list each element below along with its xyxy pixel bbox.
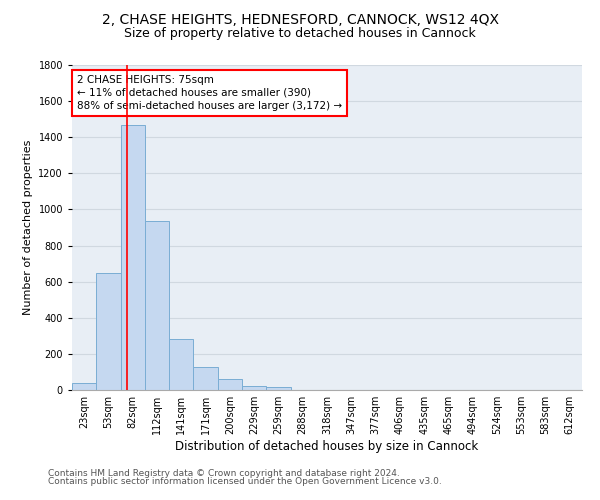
Bar	[266, 388, 290, 390]
Bar	[121, 124, 145, 390]
Text: 2 CHASE HEIGHTS: 75sqm
← 11% of detached houses are smaller (390)
88% of semi-de: 2 CHASE HEIGHTS: 75sqm ← 11% of detached…	[77, 74, 342, 111]
Bar	[96, 273, 121, 390]
Bar	[72, 383, 96, 390]
X-axis label: Distribution of detached houses by size in Cannock: Distribution of detached houses by size …	[175, 440, 479, 453]
Text: 2, CHASE HEIGHTS, HEDNESFORD, CANNOCK, WS12 4QX: 2, CHASE HEIGHTS, HEDNESFORD, CANNOCK, W…	[101, 12, 499, 26]
Bar	[169, 338, 193, 390]
Text: Size of property relative to detached houses in Cannock: Size of property relative to detached ho…	[124, 28, 476, 40]
Bar	[145, 220, 169, 390]
Text: Contains public sector information licensed under the Open Government Licence v3: Contains public sector information licen…	[48, 477, 442, 486]
Bar	[193, 367, 218, 390]
Bar	[242, 386, 266, 390]
Bar	[218, 379, 242, 390]
Text: Contains HM Land Registry data © Crown copyright and database right 2024.: Contains HM Land Registry data © Crown c…	[48, 468, 400, 477]
Y-axis label: Number of detached properties: Number of detached properties	[23, 140, 33, 315]
